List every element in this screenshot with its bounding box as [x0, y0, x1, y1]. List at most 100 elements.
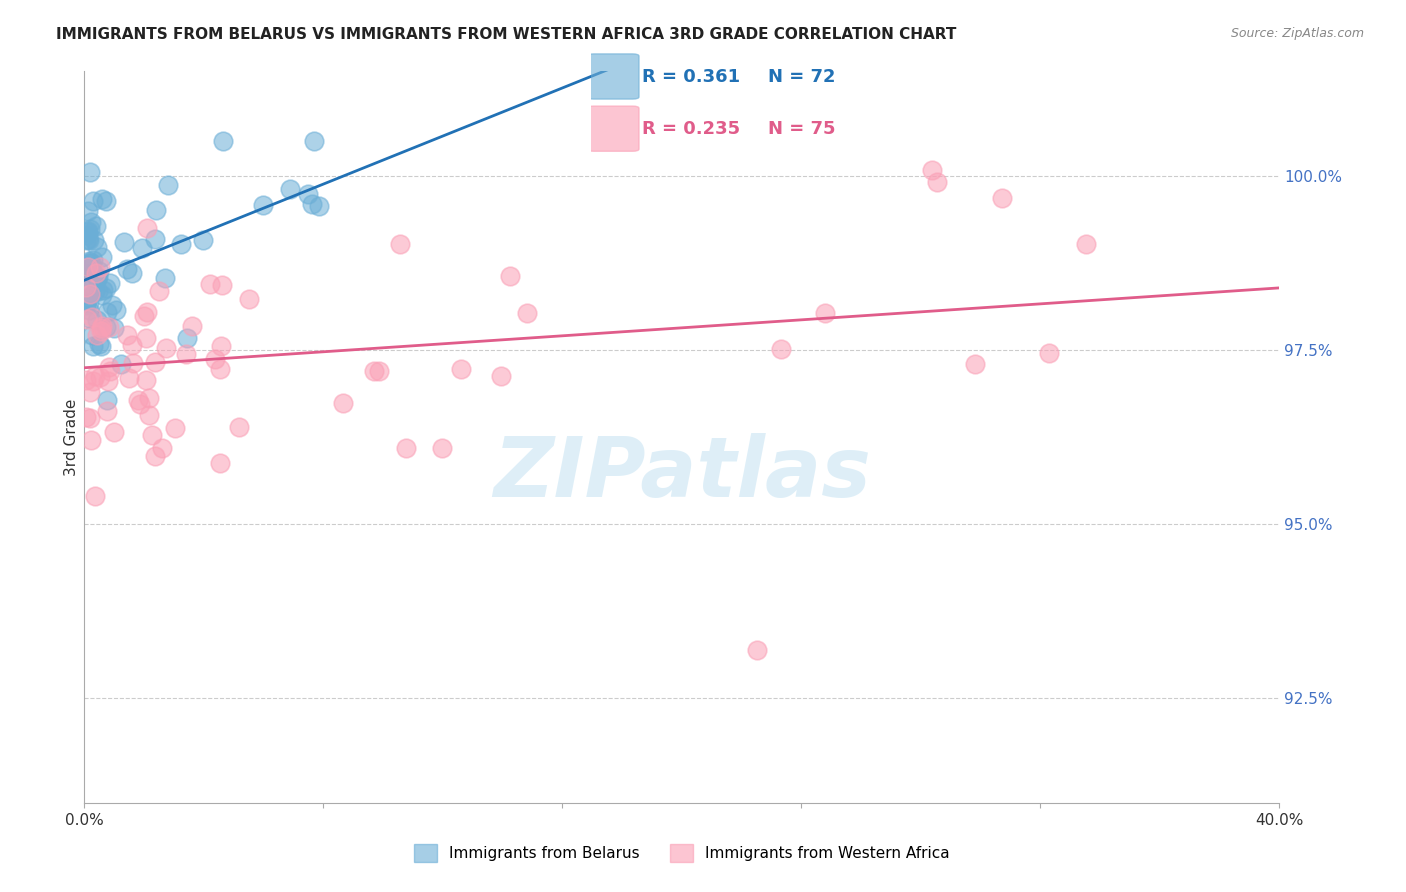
Point — [80, 280, 103, 294]
Point — [75, 296, 97, 310]
Point — [84, 266, 107, 280]
Point — [135, 331, 157, 345]
Point — [143, 450, 166, 464]
Point — [127, 392, 149, 407]
Point — [211, 134, 233, 148]
Point — [75, 373, 97, 387]
Point — [115, 328, 138, 343]
Point — [118, 371, 141, 385]
Point — [145, 202, 167, 217]
Point — [77, 233, 100, 247]
Point — [77, 254, 100, 268]
Point — [135, 373, 157, 387]
Point — [87, 285, 110, 299]
Point — [115, 261, 138, 276]
Point — [204, 352, 226, 367]
Point — [121, 356, 143, 370]
Point — [80, 327, 103, 342]
Point — [96, 403, 118, 417]
Point — [83, 368, 105, 383]
Point — [77, 260, 100, 274]
Point — [516, 306, 538, 320]
Text: N = 72: N = 72 — [768, 68, 837, 86]
Point — [90, 339, 112, 353]
Point — [991, 191, 1014, 205]
Point — [921, 163, 943, 178]
Point — [86, 313, 108, 327]
Point — [80, 310, 103, 325]
FancyBboxPatch shape — [588, 106, 638, 152]
Point — [927, 175, 949, 189]
Point — [98, 364, 121, 378]
Point — [86, 240, 108, 254]
Point — [98, 276, 121, 290]
Point — [136, 305, 159, 319]
Point — [198, 277, 221, 291]
Text: ZIPatlas: ZIPatlas — [494, 434, 870, 514]
Point — [76, 225, 98, 239]
Point — [278, 182, 301, 196]
Point — [77, 303, 100, 318]
Y-axis label: 3rd Grade: 3rd Grade — [63, 399, 79, 475]
Point — [110, 358, 132, 372]
Point — [332, 396, 354, 410]
Point — [432, 441, 454, 455]
Point — [252, 198, 274, 212]
Point — [80, 433, 103, 447]
Point — [87, 270, 110, 285]
Legend: Immigrants from Belarus, Immigrants from Western Africa: Immigrants from Belarus, Immigrants from… — [408, 838, 956, 868]
Point — [163, 421, 186, 435]
FancyBboxPatch shape — [588, 54, 638, 99]
Point — [155, 341, 177, 355]
Point — [103, 321, 125, 335]
Text: IMMIGRANTS FROM BELARUS VS IMMIGRANTS FROM WESTERN AFRICA 3RD GRADE CORRELATION : IMMIGRANTS FROM BELARUS VS IMMIGRANTS FR… — [56, 27, 956, 42]
Point — [121, 338, 143, 352]
Point — [96, 281, 118, 295]
Point — [82, 339, 104, 353]
Point — [450, 361, 472, 376]
Point — [745, 642, 768, 657]
Point — [90, 250, 112, 264]
Point — [150, 441, 173, 455]
Point — [963, 357, 986, 371]
Text: N = 75: N = 75 — [768, 120, 837, 138]
Point — [79, 410, 101, 425]
Point — [76, 292, 98, 306]
Point — [134, 309, 156, 323]
Point — [83, 489, 105, 503]
Point — [90, 321, 112, 335]
Point — [304, 134, 326, 148]
Point — [489, 368, 512, 383]
Point — [389, 236, 412, 251]
Point — [77, 310, 100, 325]
Point — [1074, 237, 1097, 252]
Text: R = 0.235: R = 0.235 — [643, 120, 741, 138]
Point — [308, 199, 330, 213]
Text: R = 0.361: R = 0.361 — [643, 68, 741, 86]
Point — [367, 364, 389, 378]
Point — [170, 236, 193, 251]
Point — [75, 280, 97, 294]
Point — [79, 384, 101, 399]
Point — [77, 224, 100, 238]
Point — [499, 268, 522, 283]
Point — [1038, 345, 1060, 359]
Point — [209, 456, 232, 470]
Point — [104, 303, 127, 318]
Point — [138, 408, 160, 422]
Point — [98, 320, 121, 334]
Point — [84, 219, 107, 234]
Point — [82, 194, 104, 209]
Point — [181, 318, 204, 333]
Point — [176, 331, 198, 345]
Point — [75, 259, 97, 273]
Point — [297, 186, 319, 201]
Point — [79, 287, 101, 301]
Point — [96, 393, 118, 408]
Point — [79, 164, 101, 178]
Point — [89, 260, 111, 275]
Point — [77, 296, 100, 310]
Point — [86, 327, 108, 342]
Point — [75, 298, 97, 312]
Point — [76, 312, 98, 326]
